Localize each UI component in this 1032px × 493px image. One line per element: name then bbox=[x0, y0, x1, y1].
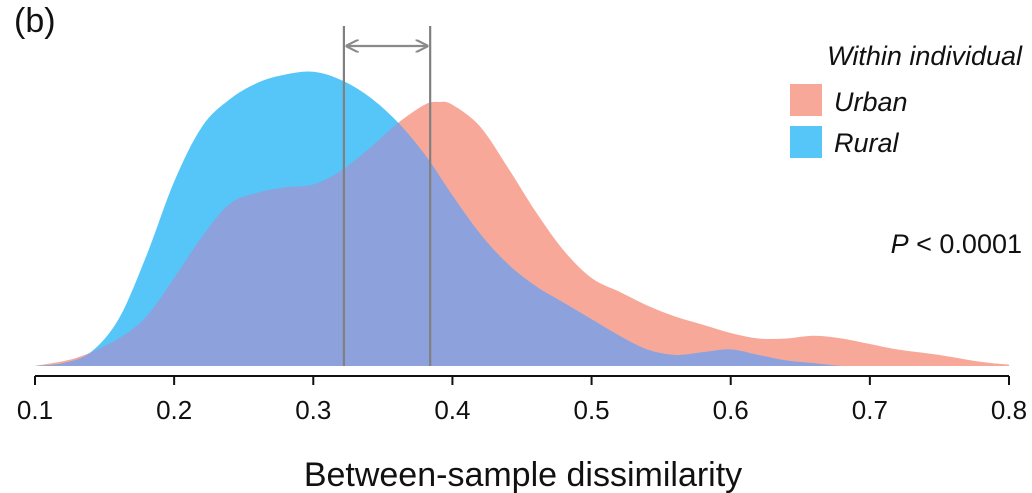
x-tick-label: 0.5 bbox=[573, 395, 609, 425]
legend-swatch-rural bbox=[790, 126, 822, 158]
legend-title: Within individual bbox=[827, 41, 1023, 71]
x-tick-label: 0.7 bbox=[852, 395, 888, 425]
x-tick-label: 0.4 bbox=[434, 395, 470, 425]
x-tick-label: 0.3 bbox=[295, 395, 331, 425]
x-tick-label: 0.1 bbox=[17, 395, 53, 425]
reference-lines bbox=[342, 26, 432, 366]
legend-label-rural: Rural bbox=[834, 128, 900, 158]
legend: Within individual Urban Rural bbox=[790, 41, 1023, 158]
x-axis: 0.1 0.2 0.3 0.4 0.5 0.6 0.7 0.8 bbox=[17, 375, 1027, 425]
x-tick-label: 0.2 bbox=[156, 395, 192, 425]
legend-label-urban: Urban bbox=[834, 87, 908, 117]
panel-label: (b) bbox=[14, 2, 56, 40]
p-value: < 0.0001 bbox=[909, 229, 1022, 259]
x-tick-label: 0.8 bbox=[991, 395, 1027, 425]
density-areas bbox=[35, 71, 1009, 366]
legend-swatch-urban bbox=[790, 84, 822, 116]
x-tick-label: 0.6 bbox=[713, 395, 749, 425]
p-symbol: P bbox=[891, 229, 909, 259]
p-value-annotation: P < 0.0001 bbox=[891, 229, 1022, 259]
x-axis-label: Between-sample dissimilarity bbox=[304, 456, 742, 493]
